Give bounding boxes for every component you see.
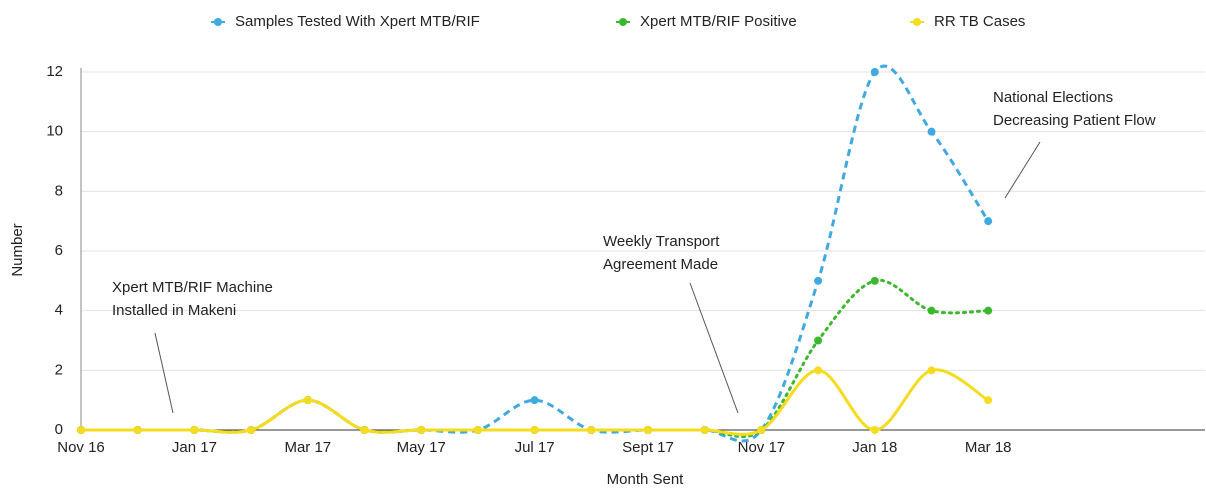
data-point (927, 127, 936, 136)
data-point (984, 306, 993, 315)
legend-label: Samples Tested With Xpert MTB/RIF (235, 13, 480, 30)
legend-label: Xpert MTB/RIF Positive (640, 13, 797, 30)
x-tick-label: Jan 18 (852, 439, 897, 456)
data-point (814, 336, 823, 345)
x-tick-label: May 17 (397, 439, 446, 456)
data-point (984, 217, 993, 226)
y-tick-label: 4 (55, 302, 63, 319)
y-tick-label: 12 (46, 63, 63, 80)
series-line (81, 368, 989, 436)
annotation: National Elections (993, 89, 1113, 106)
x-tick-label: Nov 16 (57, 439, 105, 456)
data-point (77, 426, 85, 434)
data-point (757, 426, 766, 434)
data-point (870, 426, 879, 434)
legend-label: RR TB Cases (934, 13, 1025, 30)
data-point (190, 426, 199, 434)
x-tick-label: Sept 17 (622, 439, 674, 456)
data-point (530, 396, 539, 405)
data-point (984, 396, 993, 405)
data-point (814, 366, 823, 375)
x-tick-label: Jan 17 (172, 439, 217, 456)
x-tick-label: Nov 17 (738, 439, 786, 456)
data-point (247, 426, 256, 434)
data-point (360, 426, 369, 434)
annotation: Xpert MTB/RIF Machine (112, 279, 273, 296)
data-point (814, 276, 823, 285)
data-point (870, 276, 879, 285)
y-axis-label: Number (9, 223, 26, 276)
annotation: Decreasing Patient Flow (993, 112, 1156, 129)
annotation: Weekly Transport (603, 233, 720, 250)
x-tick-label: Mar 17 (284, 439, 331, 456)
annotation: Installed in Makeni (112, 302, 236, 319)
annotation-leader (1004, 141, 1041, 199)
data-point (927, 366, 936, 375)
data-point (870, 68, 879, 76)
x-tick-label: Jul 17 (515, 439, 555, 456)
y-tick-label: 8 (55, 182, 63, 199)
y-tick-label: 0 (55, 421, 63, 438)
data-point (927, 306, 936, 315)
y-tick-label: 2 (55, 361, 63, 378)
data-point (530, 426, 539, 434)
series-line (81, 64, 990, 443)
y-tick-label: 10 (46, 123, 63, 140)
data-point (587, 426, 596, 434)
data-point (133, 426, 142, 434)
y-tick-label: 6 (55, 242, 63, 259)
annotation-leader (154, 332, 174, 414)
annotation-leader (689, 282, 739, 414)
data-point (700, 426, 709, 434)
x-axis-label: Month Sent (607, 471, 685, 488)
data-point (644, 426, 652, 434)
data-point (417, 426, 426, 434)
data-point (303, 396, 312, 405)
annotation: Agreement Made (603, 256, 718, 273)
x-tick-label: Mar 18 (965, 439, 1012, 456)
data-point (473, 426, 482, 434)
